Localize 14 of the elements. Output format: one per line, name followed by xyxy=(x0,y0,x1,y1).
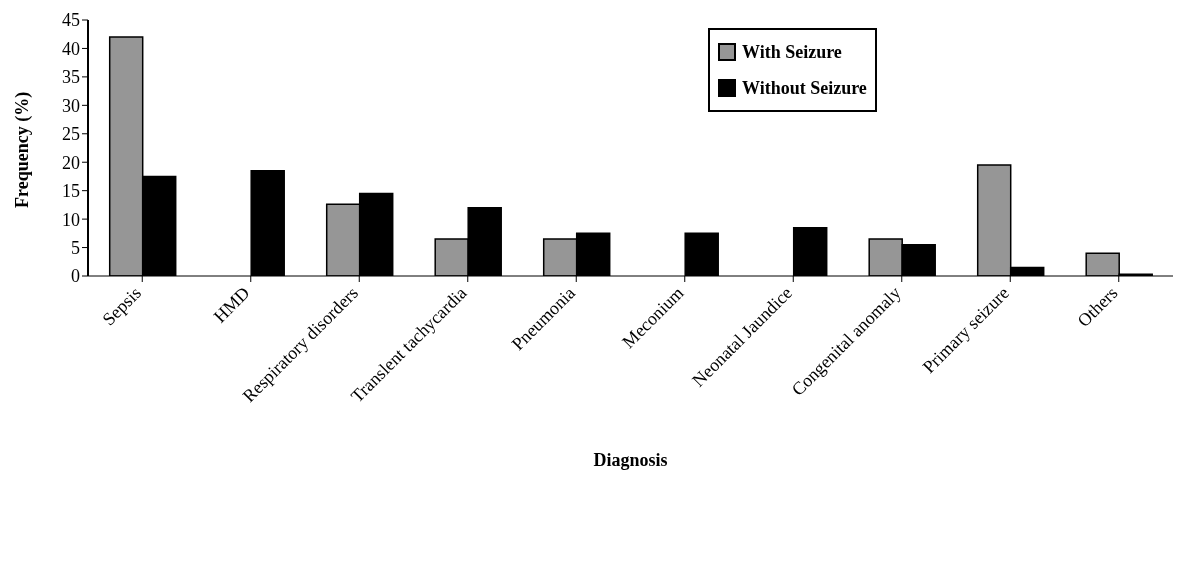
y-tick-label: 40 xyxy=(62,38,80,59)
y-tick-label: 0 xyxy=(71,266,80,287)
y-tick-label: 20 xyxy=(62,152,80,173)
y-tick-label: 10 xyxy=(62,209,80,230)
y-axis-title: Frequency (%) xyxy=(12,91,34,208)
legend-label: With Seizure xyxy=(741,41,843,64)
y-tick-label: 5 xyxy=(71,237,80,258)
y-tick-label: 30 xyxy=(62,95,80,116)
y-tick-label: 45 xyxy=(62,10,80,31)
y-tick-label: 25 xyxy=(62,124,80,145)
legend-label: Without Seizure xyxy=(741,77,867,100)
y-tick-label: 15 xyxy=(62,181,80,202)
x-axis-title: Diagnosis xyxy=(593,450,668,470)
y-tick-label: 35 xyxy=(62,67,80,88)
